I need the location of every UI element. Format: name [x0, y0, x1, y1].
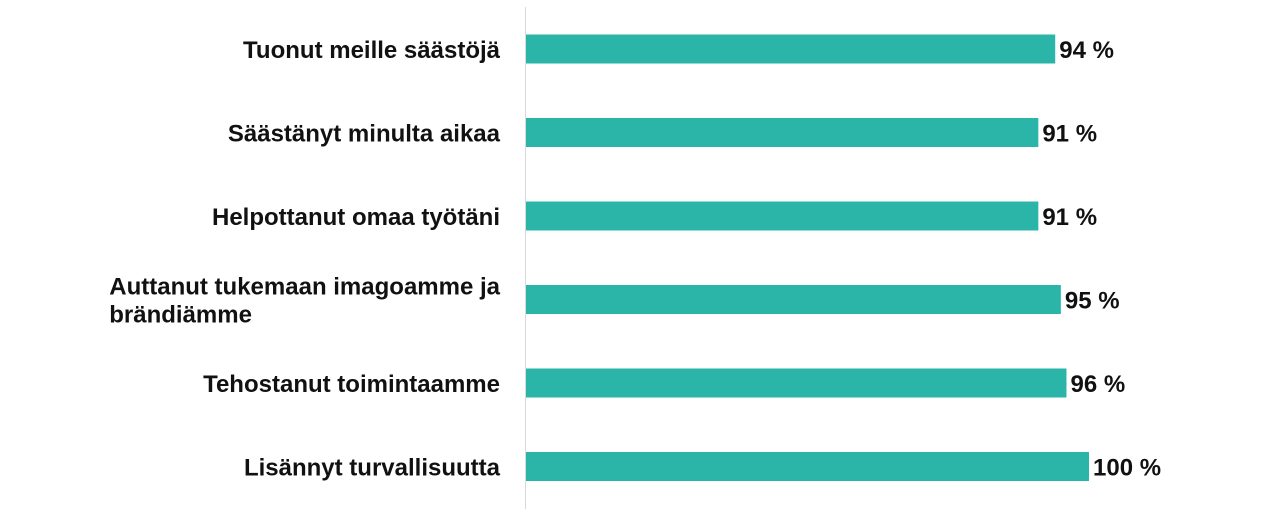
- category-label-line-2: brändiämme: [109, 302, 252, 329]
- data-label: 100 %: [1093, 455, 1161, 482]
- bar: [526, 118, 1039, 147]
- data-label: 91 %: [1042, 204, 1097, 231]
- bar: [526, 285, 1061, 314]
- category-label: Tuonut meille säästöjä: [243, 37, 501, 64]
- category-label: Helpottanut omaa työtäni: [212, 204, 500, 231]
- category-label: Lisännyt turvallisuutta: [244, 455, 501, 482]
- category-label: Säästänyt minulta aikaa: [228, 121, 501, 148]
- bar: [526, 34, 1056, 64]
- data-label: 91 %: [1042, 121, 1097, 148]
- bars-group: [526, 34, 1089, 481]
- data-label: 94 %: [1059, 37, 1114, 64]
- bar: [526, 452, 1089, 481]
- category-label: Auttanut tukemaan imagoamme ja: [109, 274, 500, 301]
- data-label: 95 %: [1065, 288, 1120, 315]
- category-label: Tehostanut toimintaamme: [203, 371, 500, 398]
- data-label: 96 %: [1070, 371, 1125, 398]
- bar: [526, 201, 1039, 231]
- bar: [526, 368, 1067, 398]
- value-labels-group: 94 % 91 % 91 % 95 % 96 % 100 %: [1042, 37, 1161, 482]
- category-labels-group: Tuonut meille säästöjä Säästänyt minulta …: [109, 37, 500, 482]
